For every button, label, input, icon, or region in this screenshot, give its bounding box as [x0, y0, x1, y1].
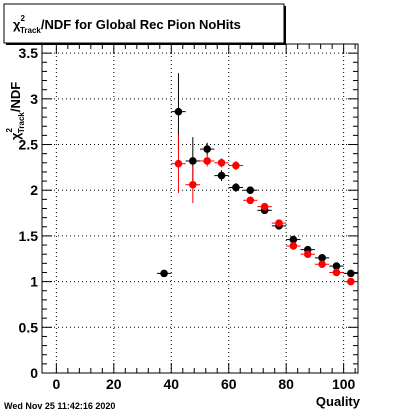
y-tick-label: 1 — [30, 274, 38, 290]
y-tick-label: 3.5 — [19, 45, 39, 61]
x-tick-label: 0 — [52, 376, 60, 392]
data-point — [232, 161, 240, 170]
x-tick-label: 80 — [278, 376, 294, 392]
data-point — [174, 159, 183, 168]
data-point — [232, 183, 240, 192]
grid — [42, 44, 358, 374]
data-point — [246, 186, 255, 195]
plot-frame — [41, 43, 359, 374]
y-tick-label: 0 — [30, 365, 38, 381]
data-point — [174, 107, 183, 116]
data-point — [289, 235, 298, 244]
data-point — [347, 277, 355, 286]
timestamp-label: Wed Nov 25 11:42:16 2020 — [4, 401, 115, 411]
data-point — [260, 202, 269, 211]
data-point — [289, 242, 298, 250]
data-point — [318, 254, 326, 262]
y-tick-label: 3 — [30, 91, 38, 107]
y-tick-label: 2 — [30, 182, 38, 198]
y-tick-label: 1.5 — [19, 228, 39, 244]
data-points — [156, 73, 358, 286]
data-point — [275, 219, 283, 227]
axes: 0 20 40 60 80 100 0 0.5 1 1.5 2 2.5 3 3.5 — [19, 43, 358, 392]
x-tick-label: 40 — [163, 376, 179, 392]
data-point — [318, 260, 326, 269]
y-axis-title: χ2 Track/NDF — [5, 82, 26, 140]
x-axis-title: Quality — [316, 394, 361, 409]
x-tick-label: 100 — [332, 376, 356, 392]
data-point — [217, 171, 226, 180]
data-point — [303, 250, 312, 258]
data-point — [203, 157, 211, 165]
y-tick-label: 0.5 — [19, 319, 39, 335]
data-point — [332, 268, 341, 277]
x-tick-label: 20 — [106, 376, 122, 392]
y-tick-label: 2.5 — [19, 137, 39, 153]
data-point — [246, 196, 255, 205]
data-point — [189, 180, 197, 189]
data-point — [189, 157, 197, 165]
data-point — [217, 159, 226, 167]
chart-title: χ2 Track/NDF for Global Rec Pion NoHits — [13, 14, 241, 35]
x-tick-label: 60 — [221, 376, 237, 392]
data-point — [332, 262, 341, 270]
data-point — [203, 145, 211, 153]
title-box: χ2 Track/NDF for Global Rec Pion NoHits — [3, 3, 286, 45]
data-point — [347, 269, 355, 278]
data-point — [160, 269, 168, 278]
